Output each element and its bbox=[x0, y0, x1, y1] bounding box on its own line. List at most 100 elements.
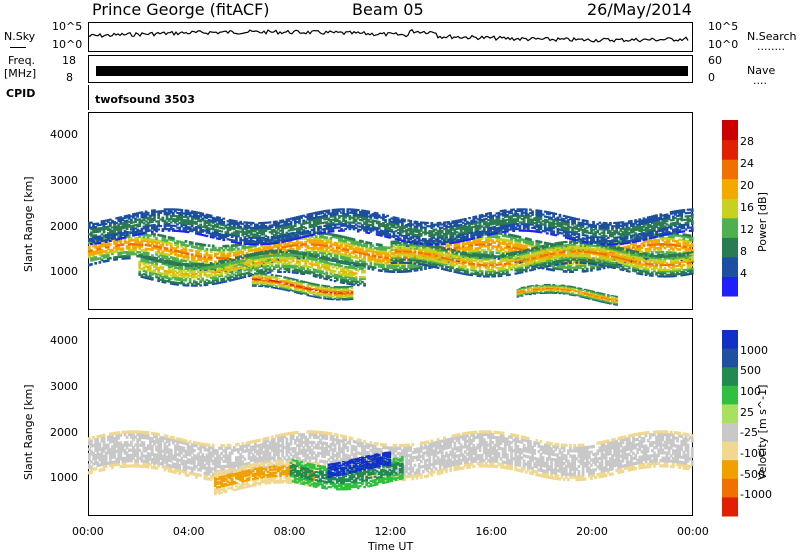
heatmap-cell bbox=[268, 283, 272, 285]
heatmap-cell bbox=[247, 255, 251, 258]
heatmap-cell bbox=[317, 295, 320, 298]
heatmap-cell bbox=[464, 242, 467, 246]
heatmap-cell bbox=[325, 268, 329, 271]
heatmap-cell bbox=[482, 243, 486, 246]
heatmap-cell bbox=[268, 282, 272, 284]
heatmap-cell bbox=[527, 253, 530, 256]
heatmap-cell bbox=[289, 253, 293, 256]
heatmap-cell bbox=[428, 248, 431, 251]
heatmap-cell bbox=[436, 250, 440, 254]
heatmap-cell bbox=[319, 268, 322, 271]
heatmap-cell bbox=[98, 245, 102, 248]
heatmap-cell bbox=[533, 264, 536, 268]
heatmap-cell bbox=[665, 241, 669, 244]
heatmap-cell bbox=[359, 263, 362, 266]
heatmap-cell bbox=[123, 251, 127, 254]
heatmap-cell bbox=[260, 256, 263, 259]
heatmap-cell bbox=[398, 255, 402, 258]
heatmap-cell bbox=[583, 265, 587, 269]
heatmap-cell bbox=[281, 265, 284, 269]
heatmap-cell bbox=[232, 276, 236, 279]
heatmap-cell bbox=[428, 255, 431, 258]
heatmap-cell bbox=[361, 257, 364, 261]
heatmap-cell bbox=[148, 248, 152, 251]
heatmap-cell bbox=[394, 251, 398, 255]
heatmap-cell bbox=[331, 249, 335, 252]
heatmap-cell bbox=[132, 252, 135, 256]
heatmap-cell bbox=[342, 247, 345, 251]
heatmap-cell bbox=[470, 264, 473, 267]
heatmap-cell bbox=[176, 242, 179, 245]
heatmap-cell bbox=[340, 292, 343, 294]
power-heatmap bbox=[88, 208, 694, 306]
heatmap-cell bbox=[550, 259, 553, 262]
heatmap-cell bbox=[432, 262, 436, 265]
heatmap-cell bbox=[300, 265, 303, 269]
heatmap-cell bbox=[539, 265, 543, 268]
heatmap-cell bbox=[491, 235, 494, 238]
heatmap-cell bbox=[249, 254, 253, 257]
heatmap-cell bbox=[335, 273, 339, 277]
heatmap-cell bbox=[522, 252, 526, 255]
heatmap-cell bbox=[308, 292, 312, 294]
heatmap-cell bbox=[174, 249, 177, 252]
heatmap-cell bbox=[415, 245, 419, 248]
heatmap-cell bbox=[342, 253, 345, 256]
heatmap-cell bbox=[615, 246, 618, 249]
heatmap-cell bbox=[298, 270, 301, 273]
heatmap-cell bbox=[449, 269, 452, 272]
heatmap-cell bbox=[102, 242, 106, 246]
heatmap-cell bbox=[338, 274, 341, 277]
heatmap-cell bbox=[329, 237, 333, 240]
heatmap-cell bbox=[329, 254, 333, 258]
heatmap-cell bbox=[319, 290, 322, 292]
heatmap-cell bbox=[342, 255, 345, 258]
heatmap-cell bbox=[102, 236, 106, 240]
heatmap-cell bbox=[264, 252, 268, 255]
heatmap-cell bbox=[518, 261, 522, 264]
heatmap-cell bbox=[235, 249, 238, 253]
heatmap-cell bbox=[102, 260, 106, 263]
heatmap-cell bbox=[350, 276, 354, 279]
heatmap-cell bbox=[659, 246, 663, 250]
heatmap-cell bbox=[335, 250, 339, 253]
heatmap-cell bbox=[214, 276, 217, 279]
heatmap-cell bbox=[466, 253, 469, 256]
heatmap-cell bbox=[262, 259, 266, 262]
heatmap-cell bbox=[325, 240, 329, 243]
heatmap-cell bbox=[340, 237, 343, 240]
heatmap-cell bbox=[346, 290, 350, 293]
heatmap-cell bbox=[310, 292, 314, 295]
heatmap-cell bbox=[169, 269, 173, 272]
heatmap-cell bbox=[352, 242, 356, 245]
heatmap-cell bbox=[485, 262, 488, 265]
heatmap-cell bbox=[117, 251, 121, 255]
heatmap-cell bbox=[537, 247, 541, 250]
heatmap-cell bbox=[125, 245, 129, 248]
heatmap-cell bbox=[503, 256, 507, 259]
heatmap-cell bbox=[407, 250, 410, 253]
heatmap-cell bbox=[417, 266, 421, 270]
heatmap-cell bbox=[289, 281, 293, 284]
heatmap-cell bbox=[361, 276, 364, 279]
heatmap-cell bbox=[323, 285, 326, 287]
heatmap-cell bbox=[348, 271, 352, 274]
heatmap-cell bbox=[472, 239, 476, 243]
heatmap-cell bbox=[287, 256, 291, 259]
heatmap-cell bbox=[346, 258, 350, 261]
heatmap-cell bbox=[487, 246, 490, 250]
heatmap-cell bbox=[333, 265, 337, 268]
heatmap-cell bbox=[283, 270, 287, 273]
heatmap-cell bbox=[127, 243, 131, 246]
heatmap-cell bbox=[283, 251, 287, 254]
heatmap-cell bbox=[230, 250, 234, 253]
heatmap-cell bbox=[249, 264, 253, 267]
heatmap-cell bbox=[533, 261, 536, 264]
heatmap-cell bbox=[470, 272, 473, 275]
heatmap-cell bbox=[323, 272, 326, 275]
heatmap-cell bbox=[205, 251, 209, 255]
heatmap-cell bbox=[96, 251, 100, 255]
heatmap-cell bbox=[632, 255, 635, 259]
heatmap-cell bbox=[604, 254, 608, 258]
heatmap-cell bbox=[167, 242, 171, 245]
